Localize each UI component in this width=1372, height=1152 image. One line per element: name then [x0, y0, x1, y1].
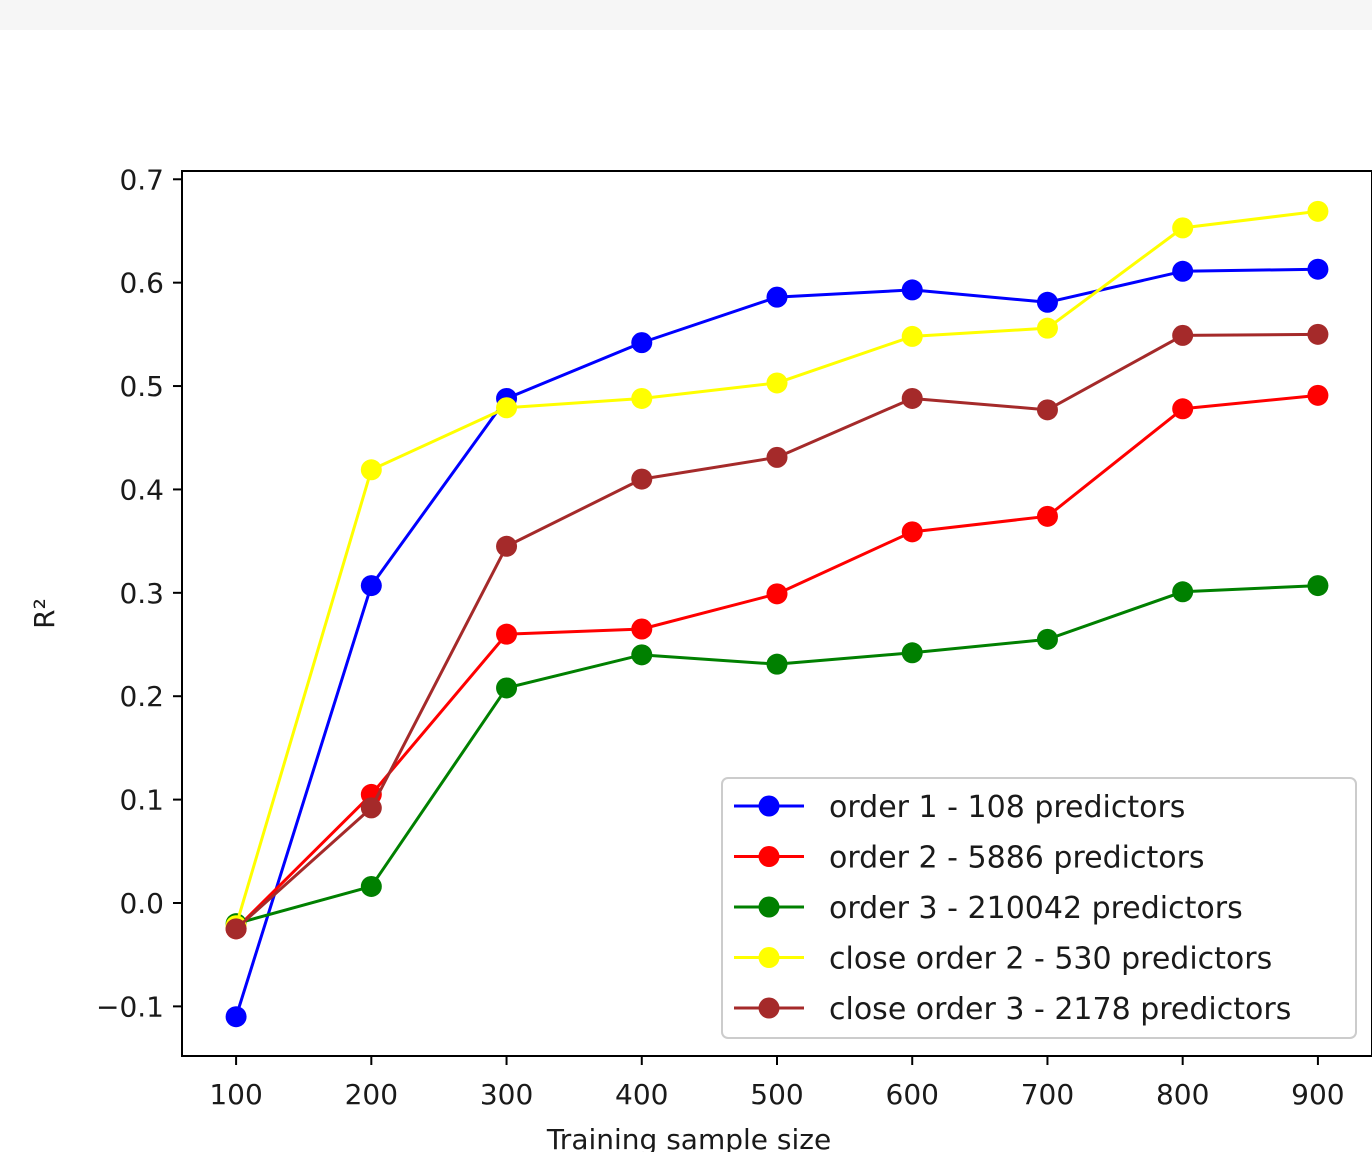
series-layer [225, 200, 1329, 1028]
legend-label: close order 2 - 530 predictors [829, 942, 1272, 977]
legend-marker [758, 896, 780, 918]
series-1-point [1036, 291, 1058, 313]
legend-label: close order 3 - 2178 predictors [829, 992, 1291, 1027]
y-tick-label: 0.3 [119, 577, 164, 610]
series-4 [225, 200, 1329, 937]
legend-item-1: order 1 - 108 predictors [734, 790, 1185, 825]
series-1-point [631, 332, 653, 354]
series-3-point [766, 653, 788, 675]
series-4-point [1172, 217, 1194, 239]
legend-box [721, 777, 1357, 1039]
series-5-point [225, 918, 247, 940]
legend-marker [758, 846, 780, 867]
y-tick-label: 0.5 [119, 370, 164, 403]
legend: order 1 - 108 predictors order 2 - 5886 p… [721, 777, 1357, 1039]
series-3-point [901, 642, 923, 664]
series-4-point [1307, 200, 1329, 222]
x-tick-label: 900 [1291, 1078, 1344, 1111]
legend-label: order 2 - 5886 predictors [829, 841, 1205, 876]
series-2-point [1307, 384, 1329, 406]
y-tick-label: 0.6 [119, 267, 164, 300]
x-tick-label: 100 [209, 1078, 262, 1111]
series-5-point [496, 535, 518, 557]
x-tick-label: 700 [1021, 1078, 1074, 1111]
series-5 [225, 323, 1329, 940]
series-3-point [1172, 581, 1194, 603]
x-tick-label: 800 [1156, 1078, 1209, 1111]
y-tick-label: 0.2 [119, 680, 164, 713]
legend-item-5: close order 3 - 2178 predictors [734, 992, 1291, 1027]
series-5-point [360, 797, 382, 819]
series-4-point [631, 387, 653, 409]
series-4-point [766, 372, 788, 394]
legend-item-4: close order 2 - 530 predictors [734, 942, 1272, 977]
series-4-point [360, 459, 382, 481]
x-axis-label: Training sample size [546, 1123, 831, 1152]
series-4-point [496, 397, 518, 419]
series-1-point [766, 286, 788, 308]
series-3 [225, 575, 1329, 935]
series-2-point [631, 618, 653, 640]
y-tick-label: 0.7 [119, 163, 164, 196]
series-2-point [901, 521, 923, 543]
y-tick-label: −0.1 [96, 990, 164, 1023]
series-5-point [631, 468, 653, 490]
series-5-point [1172, 324, 1194, 346]
y-tick-label: 0.4 [119, 473, 164, 506]
legend-marker [758, 795, 780, 817]
series-2-point [766, 583, 788, 605]
series-3-point [1036, 628, 1058, 650]
series-4-point [1036, 317, 1058, 339]
x-tick-label: 200 [345, 1078, 398, 1111]
series-1-point [225, 1006, 247, 1028]
series-2-point [1172, 398, 1194, 420]
series-5-point [1307, 323, 1329, 345]
x-tick-label: 400 [615, 1078, 668, 1111]
legend-label: order 1 - 108 predictors [829, 790, 1185, 825]
legend-marker [758, 947, 780, 968]
y-axis: −0.1 0.0 0.1 0.2 0.3 0.4 0.5 0.6 0.7 [96, 163, 182, 1023]
y-axis-label: R² [28, 598, 61, 629]
series-5-point [901, 387, 923, 409]
legend-marker [758, 997, 780, 1019]
series-5-point [1036, 399, 1058, 421]
series-5-point [766, 446, 788, 468]
series-1-point [1172, 260, 1194, 282]
x-tick-label: 300 [480, 1078, 533, 1111]
x-tick-label: 500 [750, 1078, 803, 1111]
top-strip [0, 0, 1372, 30]
legend-item-2: order 2 - 5886 predictors [734, 841, 1205, 876]
series-3-point [631, 644, 653, 666]
legend-item-3: order 3 - 210042 predictors [734, 891, 1243, 926]
series-1-point [360, 575, 382, 597]
x-axis: 100 200 300 400 500 600 700 800 900 [209, 1056, 1345, 1111]
series-4-point [901, 325, 923, 347]
series-3-point [496, 677, 518, 699]
series-2-point [496, 623, 518, 645]
series-3-point [1307, 575, 1329, 597]
series-1-point [1307, 258, 1329, 280]
series-3-point [360, 875, 382, 897]
y-tick-label: 0.0 [119, 887, 164, 920]
legend-label: order 3 - 210042 predictors [829, 891, 1243, 926]
series-2-point [1036, 505, 1058, 527]
series-1-point [901, 279, 923, 301]
x-tick-label: 600 [886, 1078, 939, 1111]
y-tick-label: 0.1 [119, 784, 164, 817]
series-1 [225, 258, 1329, 1028]
